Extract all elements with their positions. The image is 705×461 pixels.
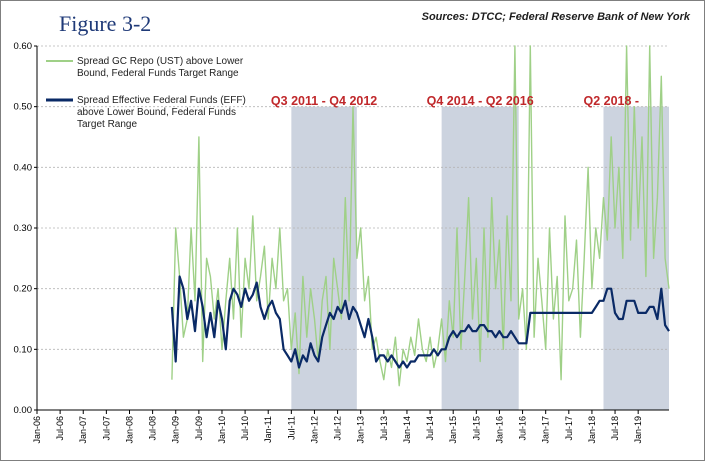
- x-tick-label: Jan-15: [448, 416, 458, 444]
- y-tick-label: 0.20: [14, 284, 33, 295]
- x-tick-label: Jan-14: [402, 416, 412, 444]
- x-tick-label: Jul-08: [148, 416, 158, 441]
- shaded-period-2: [441, 106, 519, 411]
- y-tick-label: 0.60: [14, 41, 33, 52]
- figure-title: Figure 3-2: [59, 11, 152, 36]
- x-tick-label: Jul-18: [610, 416, 620, 441]
- legend-label-1: Spread GC Repo (UST) above Lower Bound, F…: [77, 56, 244, 79]
- y-tick-label: 0.40: [14, 162, 33, 173]
- y-tick-label: 0.10: [14, 344, 33, 355]
- x-tick-label: Jul-12: [333, 416, 343, 441]
- period-label-3: Q2 2018 -: [583, 94, 639, 108]
- x-tick-label: Jul-06: [55, 416, 65, 441]
- y-tick-label: 0.00: [14, 405, 33, 416]
- x-tick-label: Jan-08: [124, 416, 134, 444]
- sources-note: Sources: DTCC; Federal Reserve Bank of N…: [421, 11, 690, 23]
- period-label-1: Q3 2011 - Q4 2012: [271, 94, 377, 108]
- x-tick-label: Jul-09: [194, 416, 204, 441]
- series-line-1: [171, 45, 670, 387]
- x-tick-label: Jan-18: [587, 416, 597, 444]
- legend-label-2: Spread Effective Federal Funds (EFF) abov…: [77, 95, 246, 130]
- x-tick-label: Jul-11: [286, 416, 296, 440]
- x-tick-label: Jul-10: [240, 416, 250, 441]
- x-tick-label: Jan-07: [78, 416, 88, 444]
- period-label-2: Q4 2014 - Q2 2016: [427, 94, 534, 108]
- x-tick-label: Jan-19: [633, 416, 643, 444]
- tick-labels: 0.00 0.10 0.20 0.30 0.40 0.50 0.60 Jan-06 Jul-06…: [14, 41, 644, 444]
- x-tick-label: Jul-14: [425, 416, 435, 441]
- x-tick-label: Jan-09: [171, 416, 181, 444]
- x-tick-label: Jan-13: [356, 416, 366, 444]
- x-tick-label: Jul-13: [379, 416, 389, 441]
- axes: [34, 45, 669, 414]
- x-tick-label: Jan-11: [263, 416, 273, 443]
- x-tick-label: Jan-12: [309, 416, 319, 444]
- y-tick-label: 0.30: [14, 223, 33, 234]
- x-tick-label: Jul-16: [518, 416, 528, 441]
- x-tick-label: Jan-06: [32, 416, 42, 444]
- x-tick-label: Jan-17: [541, 416, 551, 444]
- x-tick-label: Jan-16: [494, 416, 504, 444]
- series-line-2: [170, 275, 670, 369]
- x-tick-label: Jul-17: [564, 416, 574, 441]
- period-labels: Q3 2011 - Q4 2012 Q4 2014 - Q2 2016 Q2 201…: [271, 94, 639, 108]
- series-group: [170, 45, 670, 387]
- y-tick-label: 0.50: [14, 102, 33, 113]
- x-tick-label: Jul-07: [101, 416, 111, 441]
- legend: Spread GC Repo (UST) above Lower Bound, F…: [46, 56, 246, 130]
- x-tick-label: Jan-10: [217, 416, 227, 444]
- x-tick-label: Jul-15: [471, 416, 481, 441]
